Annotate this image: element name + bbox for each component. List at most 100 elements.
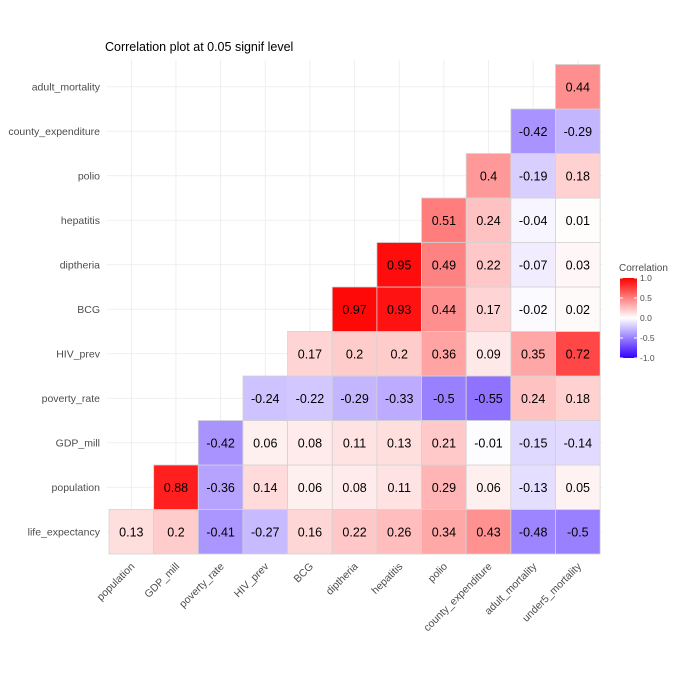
cell-value: -0.24 — [251, 392, 280, 406]
heatmap-cell — [510, 108, 556, 154]
heatmap-cell — [421, 197, 467, 243]
x-tick-label: hepatitis — [369, 561, 405, 597]
legend-tick-label: -1.0 — [640, 353, 655, 363]
cell-value: 0.43 — [476, 525, 500, 539]
y-tick-label: HIV_prev — [56, 348, 101, 360]
cell-value: 0.05 — [566, 481, 590, 495]
cell-value: 0.22 — [476, 258, 500, 272]
cell-value: 0.06 — [298, 481, 322, 495]
heatmap-cell — [421, 286, 467, 332]
y-tick-label: BCG — [77, 304, 100, 316]
heatmap-cell — [555, 464, 601, 510]
cell-value: 0.51 — [432, 214, 456, 228]
legend-title: Correlation — [619, 263, 668, 274]
cell-value: 0.08 — [342, 481, 366, 495]
heatmap-cell — [555, 286, 601, 332]
cell-value: -0.5 — [567, 525, 589, 539]
heatmap-cell — [555, 331, 601, 377]
y-tick-label: population — [52, 482, 101, 494]
heatmap-cell — [465, 331, 512, 377]
heatmap-cell — [242, 420, 288, 466]
cell-value: 0.24 — [521, 392, 545, 406]
legend-ticks: 1.0 0.5 0.0 -0.5 -1.0 — [620, 273, 655, 363]
cell-value: 0.03 — [566, 258, 590, 272]
heatmap-cells — [108, 64, 601, 555]
cell-value: 0.24 — [476, 214, 500, 228]
cell-value: 0.11 — [343, 436, 366, 450]
heatmap-cell — [421, 464, 467, 510]
cell-value: 0.49 — [432, 258, 456, 272]
cell-value: -0.33 — [385, 392, 414, 406]
cell-value: -0.19 — [519, 169, 548, 183]
x-tick-label: diptheria — [324, 561, 361, 598]
heatmap-cell — [465, 286, 512, 332]
heatmap-cell — [555, 375, 601, 421]
chart-title: Correlation plot at 0.05 signif level — [105, 40, 293, 54]
cell-value: -0.07 — [519, 258, 548, 272]
heatmap-cell — [331, 331, 378, 377]
cell-value: 0.14 — [253, 481, 277, 495]
heatmap-cell — [555, 153, 601, 199]
heatmap-cell — [287, 509, 333, 555]
cell-value: 0.2 — [346, 347, 363, 361]
cell-value: 0.34 — [432, 525, 456, 539]
heatmap-cell — [197, 420, 244, 466]
cell-value: 0.26 — [387, 525, 411, 539]
cell-value: 0.44 — [566, 80, 590, 94]
cell-value: 0.02 — [566, 303, 590, 317]
heatmap-cell — [376, 242, 422, 288]
cell-value: 0.29 — [432, 481, 456, 495]
heatmap-cell — [555, 197, 601, 243]
heatmap-cell — [465, 464, 512, 510]
heatmap-cell — [376, 509, 422, 555]
x-tick-label: polio — [426, 561, 450, 585]
heatmap-cell — [510, 286, 556, 332]
y-tick-label: diptheria — [60, 259, 100, 271]
y-tick-label: poverty_rate — [42, 393, 101, 405]
heatmap-cell — [465, 420, 512, 466]
cell-value: -0.48 — [519, 525, 548, 539]
heatmap-cell — [555, 64, 601, 110]
cell-value: 0.4 — [480, 169, 497, 183]
x-tick-label: HIV_prev — [232, 560, 272, 600]
heatmap-cell — [510, 331, 556, 377]
heatmap-cell — [555, 242, 601, 288]
cell-value: -0.27 — [251, 525, 280, 539]
heatmap-cell — [331, 509, 378, 555]
cell-value: 0.11 — [388, 481, 411, 495]
heatmap-cell — [376, 331, 422, 377]
cell-value: -0.02 — [519, 303, 548, 317]
heatmap-cell — [242, 464, 288, 510]
cell-value: 0.13 — [387, 436, 411, 450]
cell-value: -0.29 — [340, 392, 369, 406]
cell-value: -0.42 — [519, 125, 548, 139]
cell-value: 0.97 — [342, 303, 366, 317]
heatmap-cell — [555, 108, 601, 154]
cell-value: -0.14 — [564, 436, 593, 450]
cell-value: 0.2 — [167, 525, 184, 539]
cell-value: -0.36 — [206, 481, 235, 495]
cell-value: 0.95 — [387, 258, 411, 272]
cell-value: -0.13 — [519, 481, 548, 495]
cell-value: 0.18 — [566, 169, 590, 183]
cell-value: -0.29 — [564, 125, 593, 139]
heatmap-cell — [331, 420, 378, 466]
heatmap-cell — [510, 375, 556, 421]
cell-value: 0.18 — [566, 392, 590, 406]
y-tick-label: county_expenditure — [8, 126, 100, 138]
legend-tick-label: -0.5 — [640, 333, 655, 343]
cell-value: 0.35 — [521, 347, 545, 361]
y-tick-label: life_expectancy — [28, 526, 101, 538]
cell-value: 0.22 — [342, 525, 366, 539]
heatmap-cell — [287, 331, 333, 377]
heatmap-cell — [510, 464, 556, 510]
cell-value: 0.44 — [432, 303, 456, 317]
legend: Correlation 1.0 0.5 0.0 -0.5 -1.0 — [619, 263, 668, 363]
heatmap-cell — [153, 509, 199, 555]
cell-value: 0.21 — [432, 436, 456, 450]
cell-value: 0.06 — [253, 436, 277, 450]
cell-value: 0.17 — [476, 303, 500, 317]
cell-value: 0.36 — [432, 347, 456, 361]
legend-tick-label: 1.0 — [640, 273, 652, 283]
